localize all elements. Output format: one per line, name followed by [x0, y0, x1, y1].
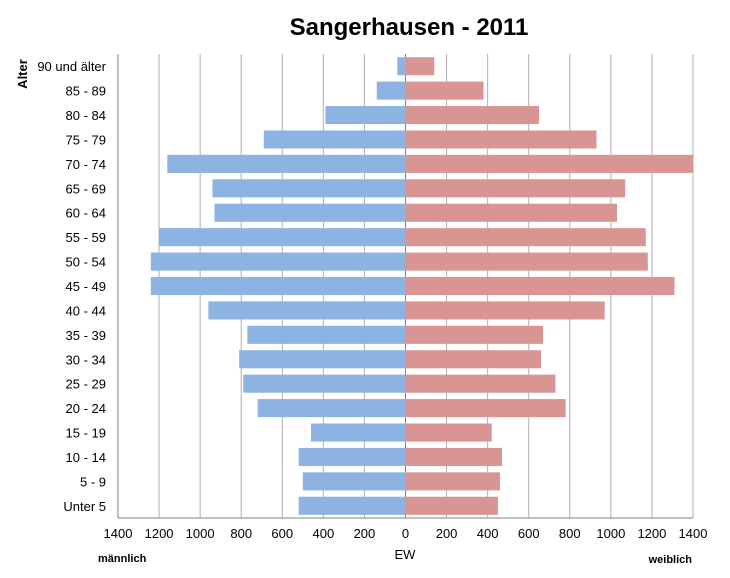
y-tick-labels: 90 und älter 85 - 89 80 - 84 75 - 79 70 - 74…	[37, 59, 106, 514]
bar-female	[405, 423, 492, 442]
bar-male	[302, 472, 406, 491]
y-tick-label: 90 und älter	[37, 59, 106, 74]
bars	[150, 57, 693, 515]
y-tick-label: 5 - 9	[80, 474, 106, 489]
y-tick-label: 75 - 79	[66, 132, 106, 147]
bar-male	[239, 350, 406, 369]
x-tick-label: 800	[230, 526, 252, 541]
bar-female	[405, 81, 484, 100]
y-tick-label: 25 - 29	[66, 377, 106, 392]
y-tick-label: 80 - 84	[66, 108, 106, 123]
y-tick-label: 50 - 54	[66, 255, 106, 270]
x-tick-label: 1200	[637, 526, 666, 541]
bar-female	[405, 228, 646, 247]
bar-male	[376, 81, 406, 100]
x-tick-label: 400	[313, 526, 335, 541]
bar-male	[214, 203, 406, 222]
y-tick-label: 45 - 49	[66, 279, 106, 294]
male-label: männlich	[98, 553, 147, 565]
y-tick-label: 30 - 34	[66, 352, 106, 367]
bar-female	[405, 57, 435, 76]
bar-male	[208, 301, 406, 320]
bar-female	[405, 276, 675, 296]
x-tick-label: 200	[436, 526, 458, 541]
bar-male	[397, 57, 406, 76]
x-tick-label: 1400	[104, 526, 133, 541]
bar-male	[263, 130, 406, 149]
x-tick-label: 1000	[186, 526, 215, 541]
bar-male	[298, 496, 406, 515]
bar-female	[405, 106, 539, 125]
bar-male	[311, 423, 406, 442]
y-tick-label: 55 - 59	[66, 230, 106, 245]
chart-title: Sangerhausen - 2011	[290, 14, 529, 41]
bar-female	[405, 301, 605, 320]
bar-male	[150, 276, 406, 296]
bar-male	[150, 252, 406, 271]
y-tick-label: 15 - 19	[66, 426, 106, 441]
bar-male	[159, 228, 406, 247]
bar-female	[405, 252, 648, 271]
bar-female	[405, 496, 498, 515]
bar-female	[405, 472, 500, 491]
y-tick-label: 85 - 89	[66, 84, 106, 99]
bar-male	[325, 106, 406, 125]
y-tick-label: 35 - 39	[66, 328, 106, 343]
bar-female	[405, 154, 693, 173]
x-tick-label: 0	[402, 526, 409, 541]
x-tick-label: 1400	[679, 526, 708, 541]
bar-female	[405, 325, 544, 344]
bar-male	[167, 154, 406, 173]
x-tick-label: 600	[518, 526, 540, 541]
x-tick-label: 400	[477, 526, 499, 541]
y-tick-label: Unter 5	[63, 499, 106, 514]
bar-male	[247, 325, 406, 344]
bar-male	[243, 374, 406, 393]
bar-female	[405, 399, 566, 418]
bar-female	[405, 130, 597, 149]
y-tick-label: 60 - 64	[66, 206, 106, 221]
y-tick-label: 65 - 69	[66, 181, 106, 196]
x-tick-label: 200	[354, 526, 376, 541]
bar-male	[257, 399, 406, 418]
y-axis-title: Alter	[15, 59, 30, 89]
y-tick-label: 20 - 24	[66, 401, 106, 416]
x-tick-label: 1000	[596, 526, 625, 541]
x-tick-label: 600	[271, 526, 293, 541]
female-label: weiblich	[648, 554, 693, 566]
bar-female	[405, 179, 626, 198]
bar-female	[405, 447, 503, 466]
bar-female	[405, 374, 556, 393]
y-tick-label: 40 - 44	[66, 303, 106, 318]
bar-male	[298, 447, 406, 466]
y-tick-label: 10 - 14	[66, 450, 106, 465]
x-axis-title: EW	[395, 547, 417, 562]
x-tick-label: 1200	[145, 526, 174, 541]
bar-female	[405, 350, 542, 369]
x-tick-labels: 1400 1200 1000 800 600 400 200 0 200 400 600 800 100…	[104, 526, 708, 541]
bar-female	[405, 203, 618, 222]
bar-male	[212, 179, 406, 198]
x-tick-label: 800	[559, 526, 581, 541]
y-tick-label: 70 - 74	[66, 157, 106, 172]
